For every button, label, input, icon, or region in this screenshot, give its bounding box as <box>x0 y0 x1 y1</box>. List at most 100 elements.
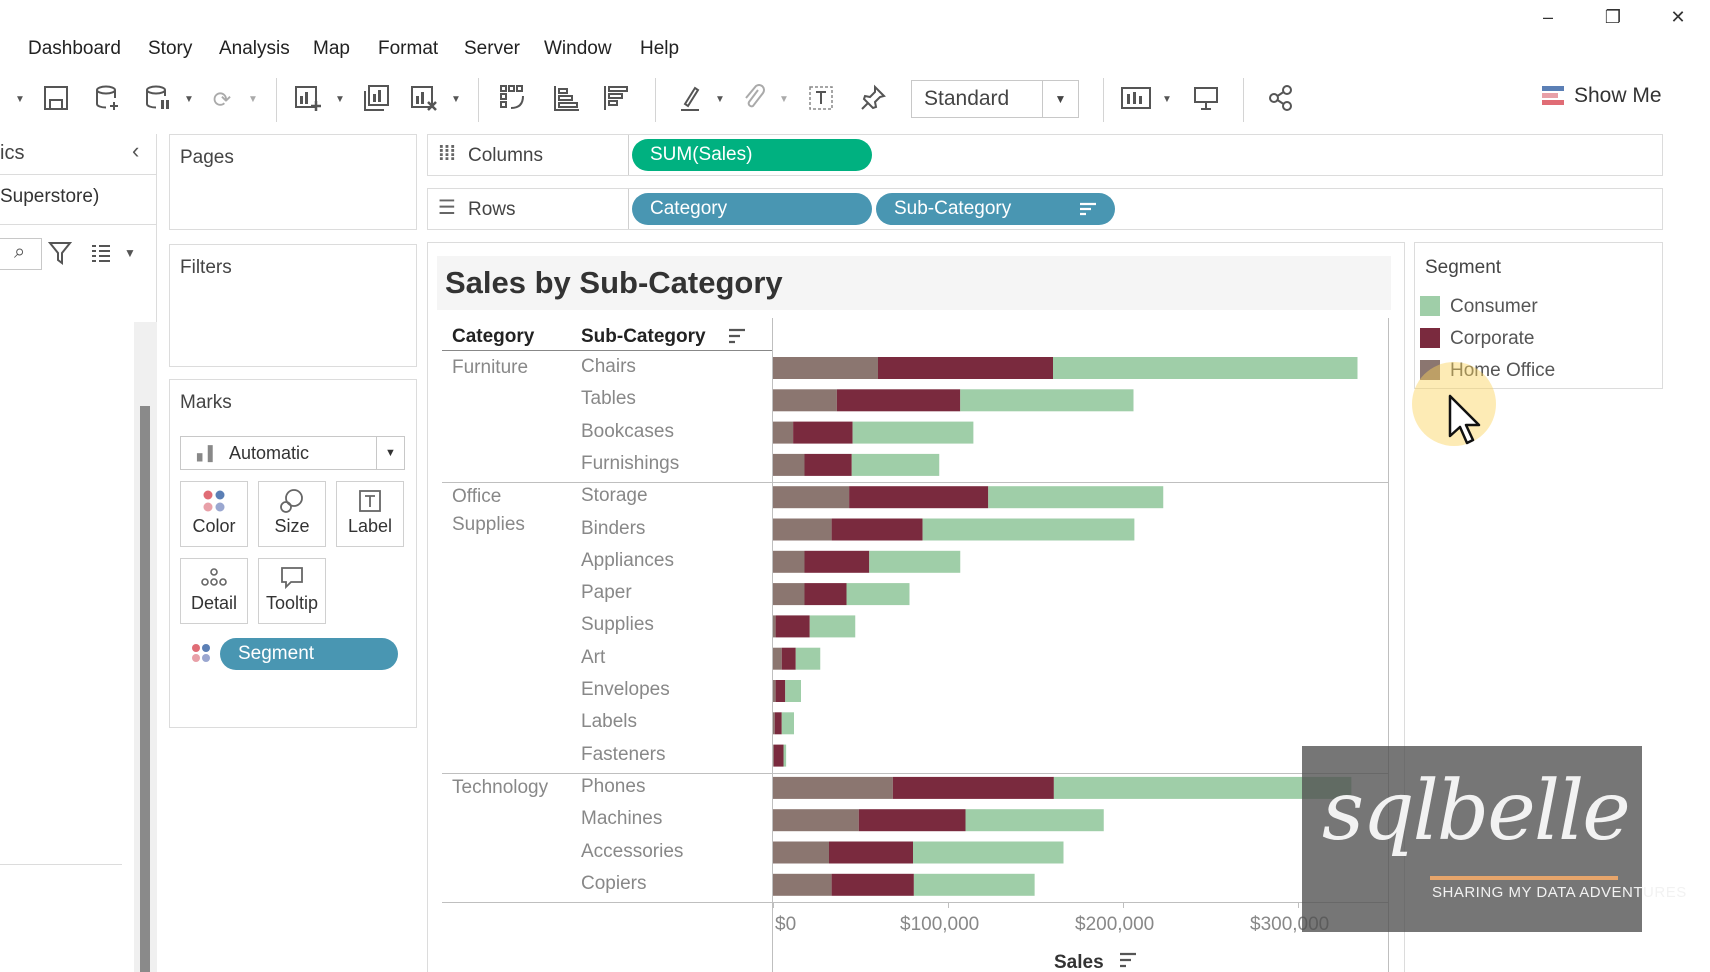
legend-label-consumer[interactable]: Consumer <box>1450 296 1538 317</box>
duplicate-sheet-icon[interactable] <box>360 84 392 116</box>
datasource-name[interactable]: Superstore) <box>0 186 100 207</box>
sub-category-header[interactable]: Chairs <box>581 356 636 377</box>
category-header[interactable]: Furniture <box>452 357 529 378</box>
scrollbar-thumb[interactable] <box>140 406 150 972</box>
sub-category-header[interactable]: Appliances <box>581 549 674 571</box>
redo-dropdown[interactable]: ▼ <box>15 94 25 105</box>
category-pill[interactable]: Category <box>632 193 872 225</box>
close-button[interactable]: ✕ <box>1670 7 1686 27</box>
columns-shelf[interactable]: ⁞⁞⁞ Columns <box>427 134 1663 176</box>
tooltip-button-label: Tooltip <box>265 593 319 613</box>
sum-sales-pill[interactable]: SUM(Sales) <box>632 139 872 171</box>
tooltip-button[interactable]: Tooltip <box>258 558 326 624</box>
restore-button[interactable]: ❐ <box>1604 7 1622 27</box>
share-icon[interactable] <box>1265 84 1297 116</box>
sub-category-header[interactable]: Phones <box>581 775 646 797</box>
filter-icon[interactable] <box>47 240 73 271</box>
sort-descending-icon[interactable] <box>600 84 632 116</box>
color-button[interactable]: Color <box>180 481 248 547</box>
chevron-down-icon[interactable]: ▼ <box>1042 81 1078 117</box>
new-worksheet-dropdown[interactable]: ▼ <box>335 94 345 105</box>
highlight-icon[interactable] <box>675 84 707 116</box>
data-pane: ics ‹ Superstore) ⌕ ▼ <box>0 134 157 972</box>
sub-category-header[interactable]: Storage <box>581 485 648 507</box>
minimize-button[interactable]: – <box>1542 7 1553 27</box>
sub-category-header[interactable]: Art <box>581 646 606 668</box>
refresh-icon[interactable]: ⟳ <box>212 87 232 112</box>
marks-card: Marks ▖▌ Automatic ▼ Color Size Label De… <box>169 379 417 728</box>
menu-help[interactable]: Help <box>640 38 680 59</box>
new-datasource-icon[interactable] <box>92 84 124 116</box>
legend-title[interactable]: Segment <box>1425 257 1502 278</box>
sort-ascending-icon[interactable] <box>550 84 582 116</box>
menu-server[interactable]: Server <box>464 38 520 59</box>
data-pane-tab[interactable]: ics <box>0 142 25 164</box>
category-divider <box>442 772 1388 774</box>
menu-story[interactable]: Story <box>148 38 193 59</box>
sort-descending-icon[interactable] <box>1079 193 1097 225</box>
show-cards-icon[interactable] <box>1120 84 1152 116</box>
group-dropdown[interactable]: ▼ <box>779 94 789 105</box>
size-button[interactable]: Size <box>258 481 326 547</box>
show-me-button[interactable]: Show Me <box>1542 84 1662 114</box>
search-field[interactable]: ⌕ <box>0 238 42 270</box>
menu-window[interactable]: Window <box>544 38 612 59</box>
sub-category-header[interactable]: Tables <box>581 388 636 410</box>
filters-card[interactable]: Filters <box>169 244 417 367</box>
collapse-pane-icon[interactable]: ‹ <box>132 138 140 163</box>
pause-updates-icon[interactable] <box>142 84 174 116</box>
legend-label-corporate[interactable]: Corporate <box>1450 328 1535 349</box>
menu-map[interactable]: Map <box>313 38 350 59</box>
menu-dashboard[interactable]: Dashboard <box>28 38 121 59</box>
legend-label-home-office[interactable]: Home Office <box>1450 360 1556 381</box>
sub-category-header[interactable]: Copiers <box>581 872 647 894</box>
clear-sheet-icon[interactable] <box>408 84 440 116</box>
legend-swatch-consumer[interactable] <box>1420 296 1440 316</box>
sort-descending-icon[interactable] <box>728 328 746 349</box>
save-icon[interactable] <box>40 84 72 116</box>
sub-category-header[interactable]: Binders <box>581 517 646 539</box>
sub-category-header[interactable]: Supplies <box>581 614 654 636</box>
clear-sheet-dropdown[interactable]: ▼ <box>451 94 461 105</box>
presentation-mode-icon[interactable] <box>1190 84 1222 116</box>
sub-category-header[interactable]: Fasteners <box>581 743 666 765</box>
menu-format[interactable]: Format <box>378 38 439 59</box>
tooltip-bubble-icon <box>259 559 325 593</box>
sub-category-header[interactable]: Machines <box>581 808 663 830</box>
highlight-dropdown[interactable]: ▼ <box>715 94 725 105</box>
sort-descending-icon[interactable] <box>1119 952 1137 972</box>
x-axis-title[interactable]: Sales <box>1054 952 1137 972</box>
view-list-icon[interactable] <box>90 242 112 269</box>
show-mark-labels-icon[interactable] <box>805 84 837 116</box>
pane-right-border <box>1388 318 1389 972</box>
legend-swatch-home-office[interactable] <box>1420 360 1440 380</box>
sub-category-header[interactable]: Furnishings <box>581 452 680 474</box>
fit-select[interactable]: Standard ▼ <box>911 80 1079 118</box>
refresh-dropdown[interactable]: ▼ <box>248 94 258 105</box>
pages-card[interactable]: Pages <box>169 134 417 230</box>
new-worksheet-icon[interactable] <box>292 84 324 116</box>
detail-button[interactable]: Detail <box>180 558 248 624</box>
sub-category-column-header[interactable]: Sub-Category <box>581 326 706 347</box>
category-header[interactable]: Office Supplies <box>452 486 525 536</box>
sub-category-header[interactable]: Bookcases <box>581 420 674 442</box>
sub-category-pill[interactable]: Sub-Category <box>876 193 1115 225</box>
swap-rows-columns-icon[interactable] <box>497 84 529 116</box>
segment-color-pill[interactable]: Segment <box>220 638 398 670</box>
sub-category-header[interactable]: Labels <box>581 711 637 733</box>
fix-axes-pin-icon[interactable] <box>857 84 889 116</box>
label-button[interactable]: Label <box>336 481 404 547</box>
show-cards-dropdown[interactable]: ▼ <box>1162 94 1172 105</box>
mark-type-select[interactable]: ▖▌ Automatic ▼ <box>180 436 405 470</box>
chevron-down-icon[interactable]: ▼ <box>376 437 404 469</box>
category-column-header[interactable]: Category <box>452 326 535 347</box>
group-members-icon[interactable] <box>738 84 770 116</box>
category-header[interactable]: Technology <box>452 776 549 798</box>
sub-category-header[interactable]: Paper <box>581 582 632 604</box>
pause-dropdown[interactable]: ▼ <box>184 94 194 105</box>
menu-analysis[interactable]: Analysis <box>219 38 290 59</box>
sub-category-header[interactable]: Envelopes <box>581 679 670 700</box>
view-dropdown-icon[interactable]: ▼ <box>124 246 136 260</box>
legend-swatch-corporate[interactable] <box>1420 328 1440 348</box>
sub-category-header[interactable]: Accessories <box>581 840 684 862</box>
